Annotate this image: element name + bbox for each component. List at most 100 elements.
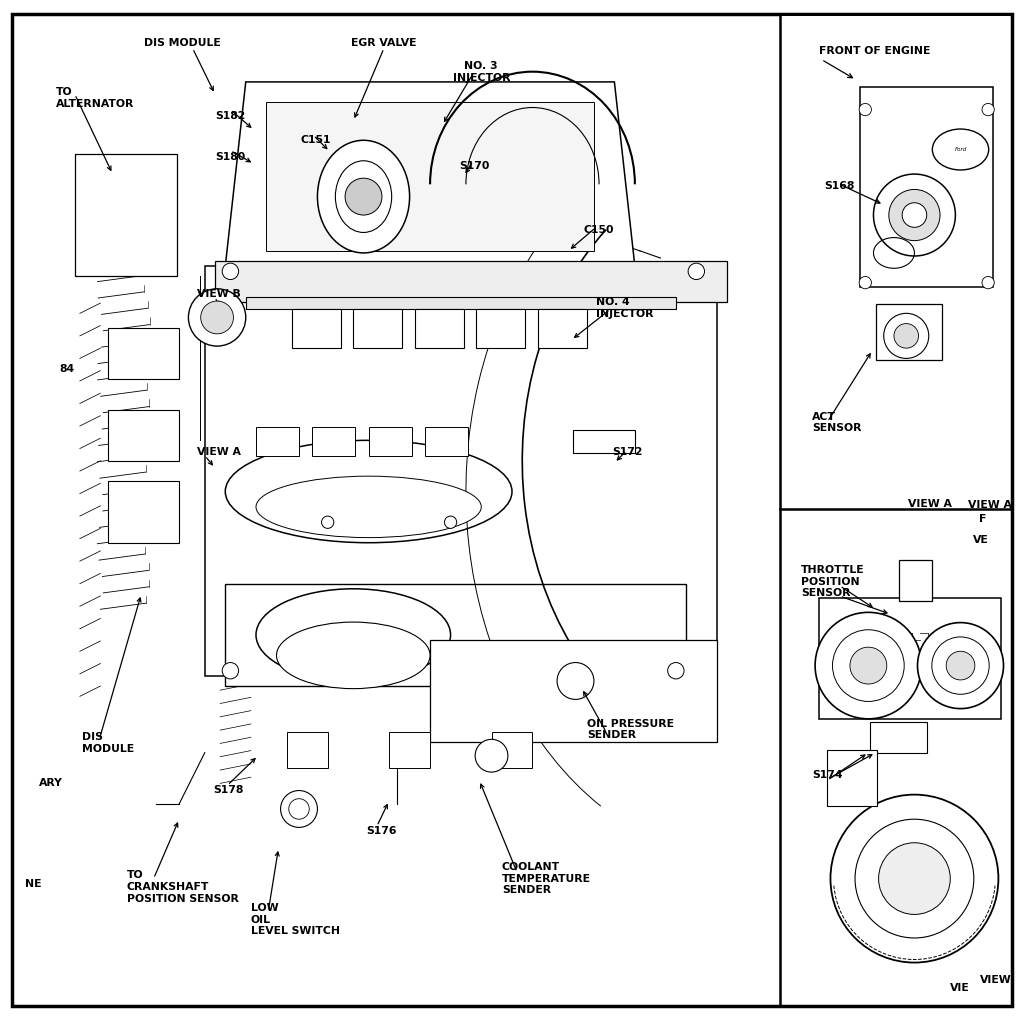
Ellipse shape bbox=[225, 440, 512, 543]
FancyBboxPatch shape bbox=[860, 87, 993, 287]
Circle shape bbox=[884, 313, 929, 358]
Text: NO. 4
INJECTOR: NO. 4 INJECTOR bbox=[596, 297, 653, 318]
Circle shape bbox=[345, 178, 382, 215]
Bar bbox=[256, 427, 299, 456]
FancyBboxPatch shape bbox=[292, 309, 341, 348]
Text: VIEW A: VIEW A bbox=[908, 499, 952, 509]
FancyBboxPatch shape bbox=[205, 266, 717, 676]
Bar bbox=[108, 410, 179, 461]
FancyBboxPatch shape bbox=[75, 154, 177, 276]
Text: EGR VALVE: EGR VALVE bbox=[351, 38, 417, 48]
Circle shape bbox=[918, 623, 1004, 709]
Bar bbox=[425, 427, 468, 456]
Text: DIS MODULE: DIS MODULE bbox=[144, 38, 220, 48]
Circle shape bbox=[830, 795, 998, 963]
Text: S172: S172 bbox=[612, 447, 643, 458]
Text: NO. 3
INJECTOR: NO. 3 INJECTOR bbox=[453, 61, 510, 83]
FancyBboxPatch shape bbox=[876, 304, 942, 360]
Bar bbox=[108, 481, 179, 543]
FancyBboxPatch shape bbox=[430, 640, 717, 742]
Bar bbox=[492, 732, 532, 768]
Bar bbox=[312, 427, 355, 456]
Text: S178: S178 bbox=[213, 785, 244, 796]
FancyBboxPatch shape bbox=[225, 584, 686, 686]
Text: COOLANT
TEMPERATURE
SENDER: COOLANT TEMPERATURE SENDER bbox=[502, 862, 591, 895]
Ellipse shape bbox=[932, 129, 988, 170]
Ellipse shape bbox=[335, 161, 391, 232]
Circle shape bbox=[833, 630, 904, 701]
Bar bbox=[782, 16, 1010, 506]
Text: S170: S170 bbox=[459, 161, 489, 171]
Text: VIE: VIE bbox=[950, 983, 970, 993]
FancyBboxPatch shape bbox=[415, 309, 464, 348]
Ellipse shape bbox=[276, 623, 430, 688]
Circle shape bbox=[222, 663, 239, 679]
Text: S174: S174 bbox=[812, 770, 843, 780]
Text: FRONT OF ENGINE: FRONT OF ENGINE bbox=[819, 46, 931, 56]
Text: S168: S168 bbox=[824, 181, 855, 191]
Circle shape bbox=[815, 612, 922, 719]
Circle shape bbox=[859, 103, 871, 116]
Circle shape bbox=[879, 843, 950, 914]
Bar bbox=[573, 430, 635, 453]
Text: F: F bbox=[979, 514, 986, 524]
Text: LOW
OIL
LEVEL SWITCH: LOW OIL LEVEL SWITCH bbox=[251, 903, 340, 936]
Text: VIEW B: VIEW B bbox=[197, 289, 241, 299]
Circle shape bbox=[902, 203, 927, 227]
FancyBboxPatch shape bbox=[353, 309, 402, 348]
Circle shape bbox=[873, 174, 955, 256]
Circle shape bbox=[668, 663, 684, 679]
Ellipse shape bbox=[256, 476, 481, 538]
Circle shape bbox=[850, 647, 887, 684]
FancyBboxPatch shape bbox=[246, 297, 676, 309]
Circle shape bbox=[982, 103, 994, 116]
Text: TO
CRANKSHAFT
POSITION SENSOR: TO CRANKSHAFT POSITION SENSOR bbox=[127, 870, 239, 903]
Text: VIEW: VIEW bbox=[980, 975, 1012, 985]
FancyBboxPatch shape bbox=[899, 560, 932, 601]
Circle shape bbox=[982, 276, 994, 289]
Text: VE: VE bbox=[973, 535, 988, 545]
Text: C151: C151 bbox=[300, 135, 331, 145]
Circle shape bbox=[444, 516, 457, 528]
Text: S176: S176 bbox=[367, 826, 397, 837]
Ellipse shape bbox=[317, 140, 410, 253]
Ellipse shape bbox=[256, 589, 451, 681]
Circle shape bbox=[889, 189, 940, 241]
FancyBboxPatch shape bbox=[476, 309, 525, 348]
Text: NE: NE bbox=[25, 879, 41, 889]
Text: TO
ALTERNATOR: TO ALTERNATOR bbox=[56, 87, 135, 109]
Text: 84: 84 bbox=[59, 364, 75, 374]
Text: S182: S182 bbox=[215, 111, 246, 121]
Circle shape bbox=[201, 301, 233, 334]
Text: ACT
SENSOR: ACT SENSOR bbox=[812, 412, 861, 433]
Text: DIS
MODULE: DIS MODULE bbox=[82, 732, 134, 754]
FancyBboxPatch shape bbox=[538, 309, 587, 348]
Text: C150: C150 bbox=[584, 225, 614, 236]
Text: THROTTLE
POSITION
SENSOR: THROTTLE POSITION SENSOR bbox=[801, 565, 864, 598]
Bar bbox=[389, 732, 430, 768]
Circle shape bbox=[475, 739, 508, 772]
Text: OIL PRESSURE
SENDER: OIL PRESSURE SENDER bbox=[587, 719, 674, 740]
Text: ARY: ARY bbox=[39, 778, 62, 788]
Text: Ford: Ford bbox=[954, 147, 967, 152]
Bar bbox=[782, 511, 1010, 1004]
Circle shape bbox=[932, 637, 989, 694]
Text: S180: S180 bbox=[215, 152, 246, 162]
FancyBboxPatch shape bbox=[215, 261, 727, 302]
Bar bbox=[287, 732, 328, 768]
Circle shape bbox=[281, 791, 317, 827]
Text: VIEW A: VIEW A bbox=[968, 500, 1012, 510]
Polygon shape bbox=[225, 82, 635, 266]
Text: VIEW A: VIEW A bbox=[197, 447, 241, 458]
Circle shape bbox=[688, 263, 705, 280]
Circle shape bbox=[289, 799, 309, 819]
Circle shape bbox=[859, 276, 871, 289]
Circle shape bbox=[188, 289, 246, 346]
Circle shape bbox=[894, 324, 919, 348]
Bar bbox=[369, 427, 412, 456]
Circle shape bbox=[222, 263, 239, 280]
FancyBboxPatch shape bbox=[827, 750, 877, 806]
Bar bbox=[870, 722, 927, 753]
Circle shape bbox=[322, 516, 334, 528]
Circle shape bbox=[946, 651, 975, 680]
